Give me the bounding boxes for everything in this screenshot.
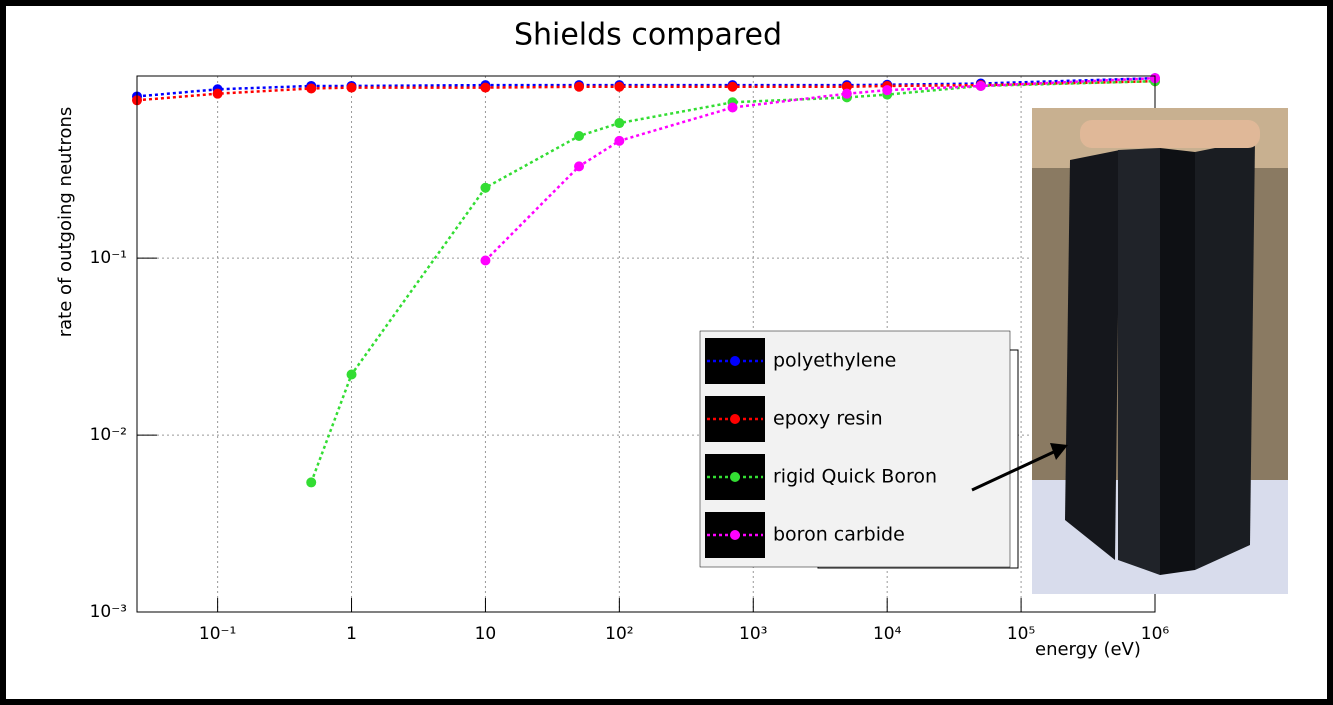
data-point — [574, 161, 585, 172]
legend-label: boron carbide — [773, 524, 905, 546]
data-point — [841, 81, 852, 92]
data-point — [614, 118, 625, 129]
data-point — [614, 81, 625, 92]
legend-marker — [730, 356, 740, 366]
legend: polyethylene epoxy resin rigid Quick Boron… — [699, 330, 1019, 569]
data-point — [574, 81, 585, 92]
data-point — [882, 85, 893, 96]
data-point — [306, 83, 317, 94]
series-line — [136, 79, 1156, 102]
photo — [1032, 108, 1288, 594]
series-line — [310, 79, 1156, 483]
legend-label: rigid Quick Boron — [773, 466, 937, 488]
x-tick-label: 1 — [346, 624, 357, 644]
x-tick-label: 10³ — [739, 624, 767, 644]
x-tick-label: 10⁶ — [1141, 624, 1170, 644]
data-point — [480, 82, 491, 93]
x-axis-label: energy (eV) — [1035, 639, 1141, 660]
series-line — [136, 76, 1156, 98]
data-point — [346, 82, 357, 93]
y-axis-label: rate of outgoing neutrons — [55, 107, 76, 338]
chart-title: Shields compared — [514, 18, 782, 53]
legend-marker — [730, 530, 740, 540]
x-tick-label: 10 — [475, 624, 497, 644]
legend-marker — [730, 414, 740, 424]
data-point — [727, 81, 738, 92]
y-tick-label: 10⁻¹ — [90, 248, 127, 268]
data-point — [480, 255, 491, 266]
data-point — [306, 477, 317, 488]
y-tick-label: 10⁻³ — [90, 602, 127, 622]
data-point — [574, 131, 585, 142]
x-tick-label: 10⁴ — [873, 624, 902, 644]
series-line — [484, 76, 1156, 262]
data-point — [614, 135, 625, 146]
data-point — [727, 102, 738, 113]
legend-label: epoxy resin — [773, 408, 883, 430]
data-point — [841, 88, 852, 99]
data-point — [212, 88, 223, 99]
y-tick-label: 10⁻² — [90, 425, 127, 445]
x-tick-label: 10⁻¹ — [199, 624, 236, 644]
x-tick-label: 10² — [605, 624, 633, 644]
arrow — [971, 443, 1068, 492]
legend-marker — [730, 472, 740, 482]
data-point — [480, 182, 491, 193]
x-tick-label: 10⁵ — [1007, 624, 1035, 644]
data-point — [346, 369, 357, 380]
data-point — [975, 80, 986, 91]
legend-label: polyethylene — [773, 350, 896, 372]
